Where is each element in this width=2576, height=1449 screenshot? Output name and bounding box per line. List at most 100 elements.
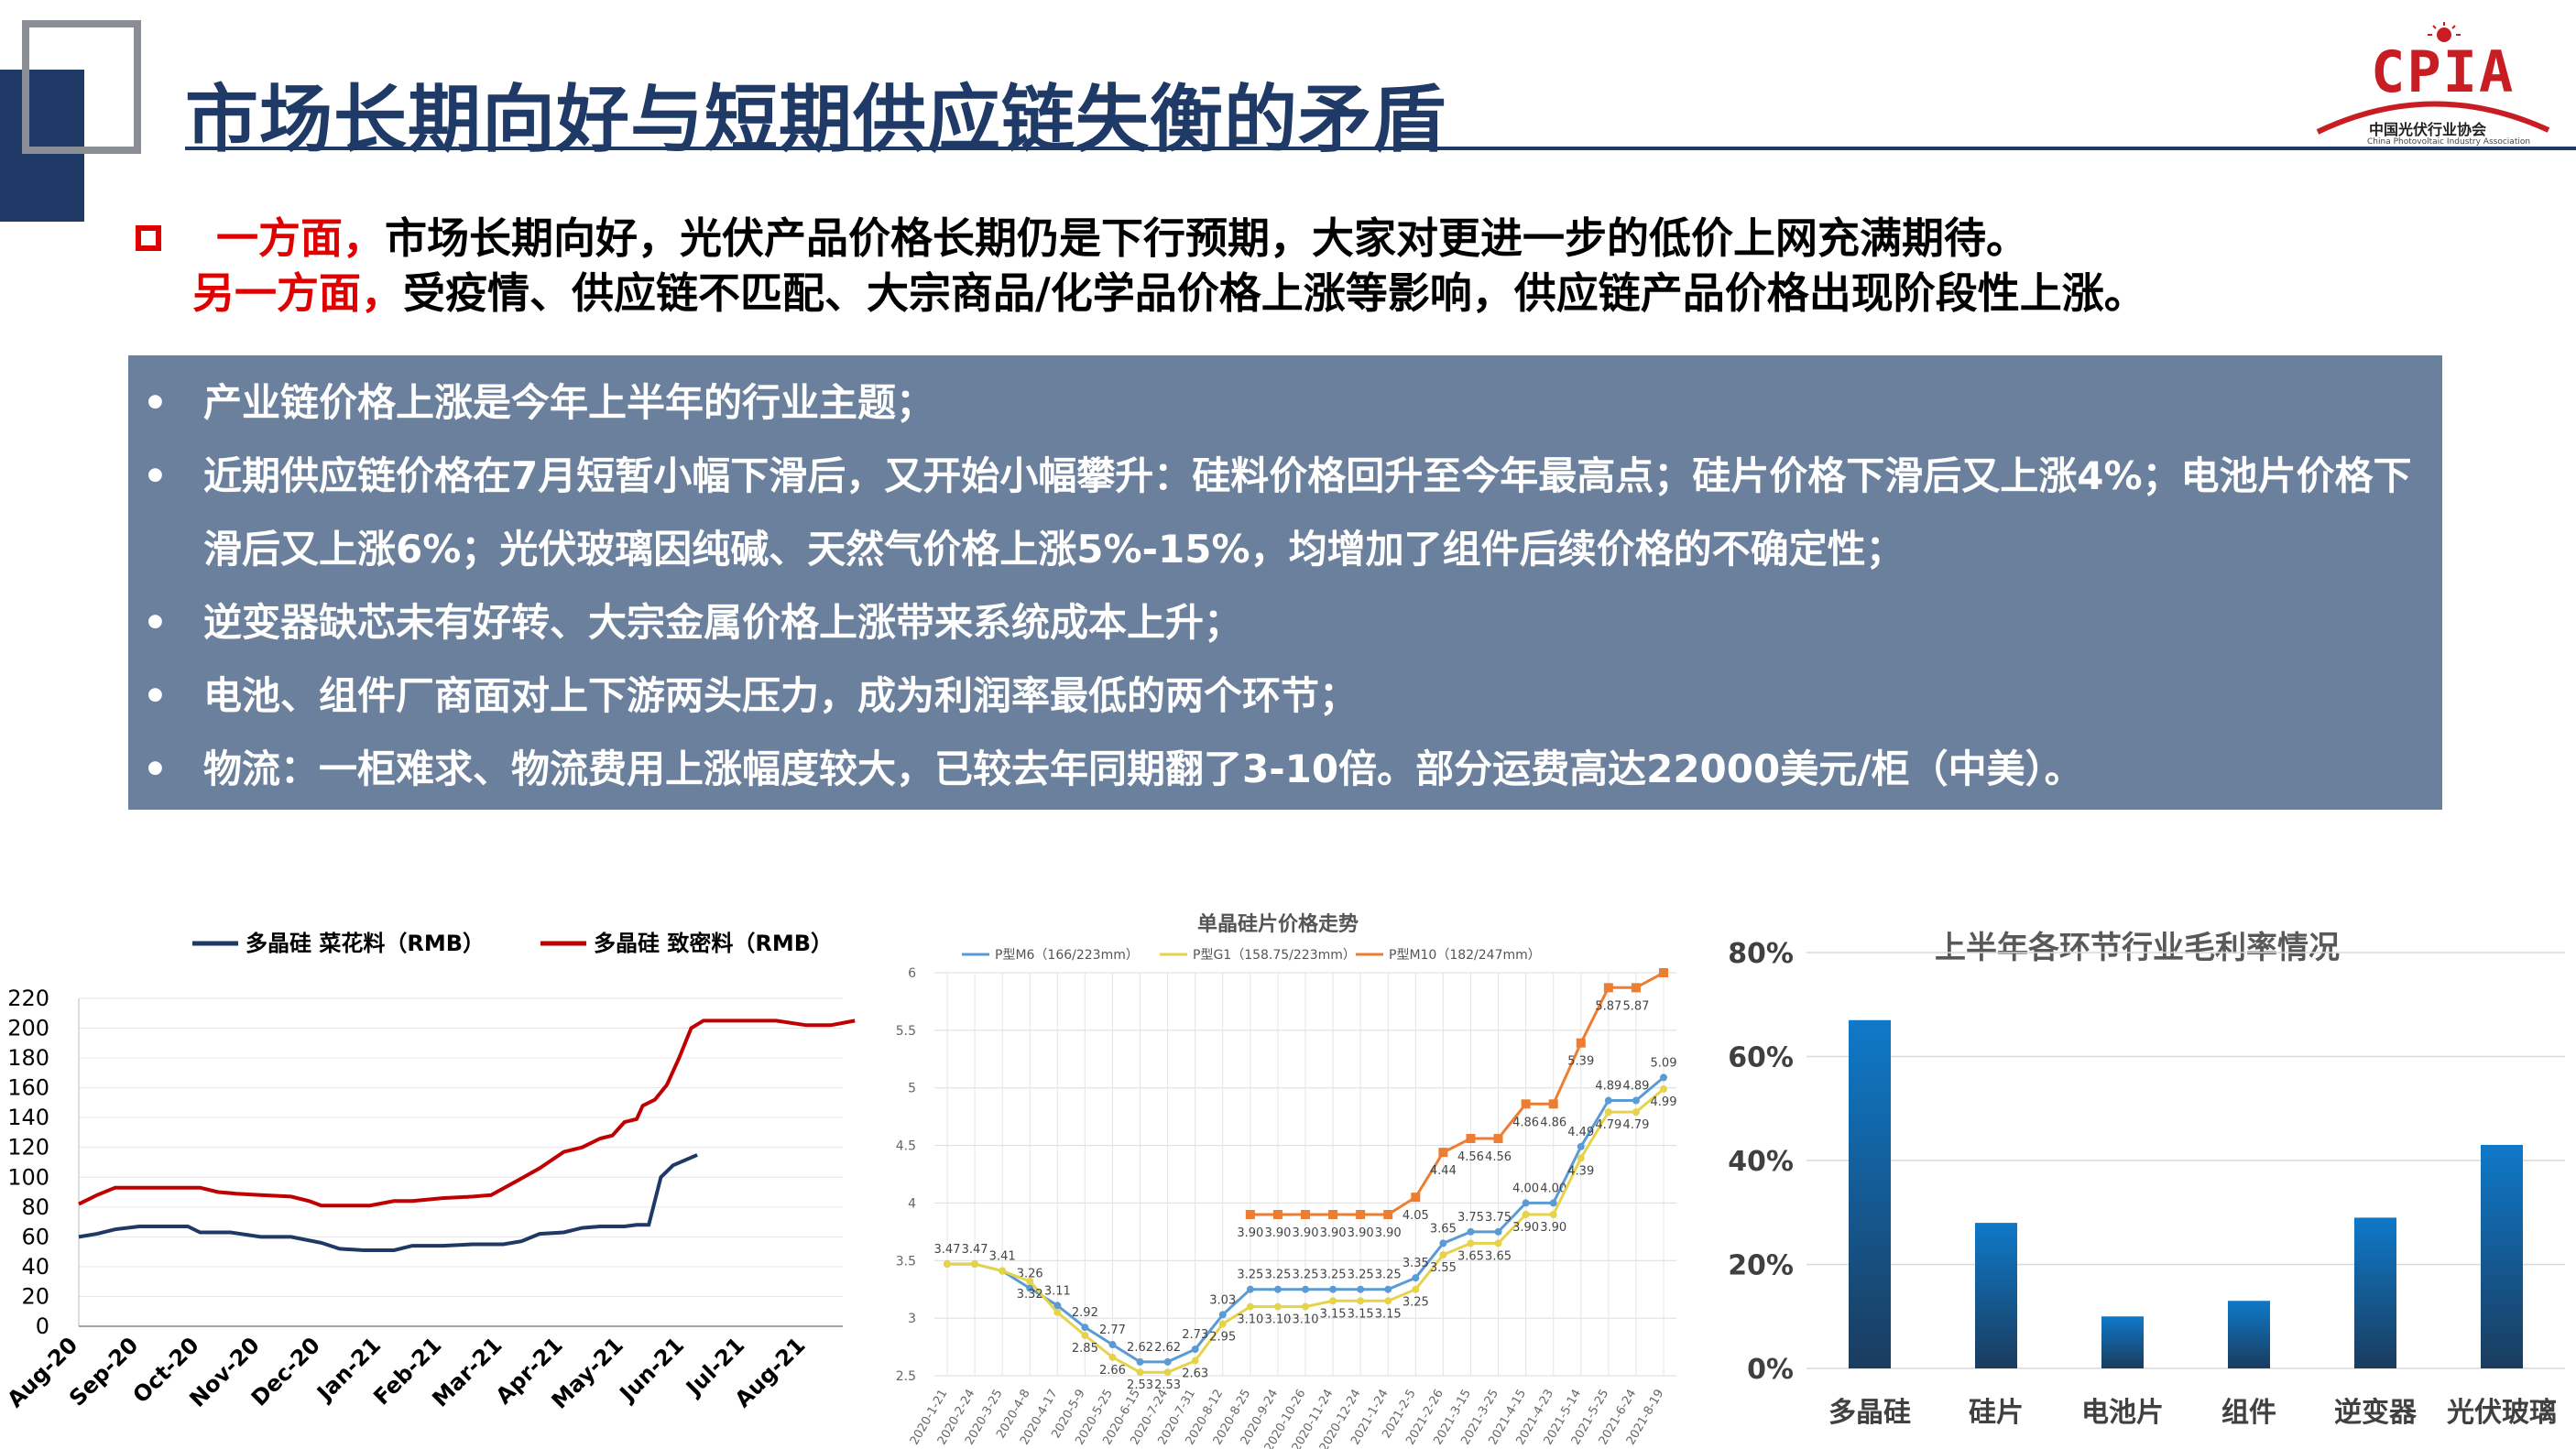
y-tick-label: 4 bbox=[908, 1196, 916, 1211]
data-point bbox=[1302, 1285, 1309, 1293]
slide-title: 市场长期向好与短期供应链失衡的矛盾 bbox=[185, 77, 1446, 162]
bullet-list: • 产业链价格上涨是今年上半年的行业主题； • 近期供应链价格在7月短暂小幅下滑后，… bbox=[128, 355, 2442, 806]
data-point bbox=[1026, 1277, 1034, 1285]
data-point bbox=[1191, 1346, 1199, 1354]
y-tick-label: 60 bbox=[21, 1224, 49, 1249]
cpia-logo bbox=[2316, 22, 2550, 135]
data-point bbox=[1329, 1297, 1337, 1305]
data-point bbox=[1549, 1199, 1557, 1207]
data-label: 3.15 bbox=[1320, 1307, 1347, 1321]
polysilicon-price-chart: 020406080100120140160180200220Aug-20Sep-… bbox=[2, 931, 856, 1414]
data-label: 4.44 bbox=[1430, 1164, 1457, 1178]
data-point bbox=[1522, 1199, 1530, 1207]
data-label: 3.90 bbox=[1540, 1221, 1566, 1235]
bullet-dot-icon: • bbox=[143, 380, 168, 425]
data-point bbox=[1218, 1311, 1227, 1319]
data-label: 3.03 bbox=[1209, 1293, 1236, 1307]
data-point-square bbox=[1438, 1148, 1448, 1158]
y-tick-label: 4.5 bbox=[896, 1139, 916, 1154]
y-tick-label: 60% bbox=[1728, 1042, 1794, 1074]
data-point bbox=[1136, 1368, 1144, 1377]
data-label: 3.25 bbox=[1403, 1296, 1429, 1310]
data-label: 3.25 bbox=[1293, 1269, 1319, 1282]
x-tick-label: 多晶硅 bbox=[1828, 1397, 1911, 1429]
data-label: 4.00 bbox=[1512, 1182, 1539, 1195]
data-label: 3.25 bbox=[1237, 1269, 1263, 1282]
data-point bbox=[971, 1260, 979, 1269]
data-label: 4.49 bbox=[1567, 1126, 1594, 1139]
data-point bbox=[1577, 1142, 1585, 1150]
data-point bbox=[1660, 1084, 1667, 1093]
data-label: 3.10 bbox=[1264, 1313, 1291, 1327]
data-point-square bbox=[1272, 1210, 1283, 1219]
y-tick-label: 140 bbox=[7, 1105, 49, 1130]
intro-block: 一方面，市场长期向好，光伏产品价格长期仍是下行预期，大家对更进一步的低价上网充满… bbox=[136, 211, 2146, 321]
data-label: 3.15 bbox=[1375, 1307, 1402, 1321]
y-tick-label: 0% bbox=[1747, 1354, 1794, 1386]
data-point bbox=[1273, 1302, 1282, 1311]
data-point bbox=[1246, 1285, 1254, 1293]
data-label: 3.65 bbox=[1457, 1249, 1484, 1263]
y-tick-label: 20 bbox=[21, 1283, 49, 1309]
data-label: 3.10 bbox=[1237, 1313, 1263, 1327]
data-point-square bbox=[1576, 1038, 1586, 1048]
bullet-dot-icon: • bbox=[143, 600, 168, 645]
y-tick-label: 180 bbox=[7, 1045, 49, 1071]
y-tick-label: 40 bbox=[21, 1254, 49, 1280]
data-point-square bbox=[1411, 1193, 1421, 1203]
data-label: 3.65 bbox=[1485, 1249, 1512, 1263]
logo-cn-name: 中国光伏行业协会 bbox=[2369, 121, 2487, 138]
y-tick-label: 2.5 bbox=[896, 1369, 916, 1384]
data-point-square bbox=[1466, 1134, 1476, 1144]
data-label: 4.89 bbox=[1622, 1080, 1649, 1094]
data-label: 3.11 bbox=[1044, 1284, 1071, 1298]
data-label: 4.89 bbox=[1595, 1080, 1621, 1094]
data-point-square bbox=[1603, 983, 1613, 993]
y-tick-label: 80 bbox=[21, 1194, 49, 1220]
bullet-dot-icon: • bbox=[143, 673, 168, 718]
data-label: 2.66 bbox=[1099, 1364, 1126, 1378]
data-point bbox=[1246, 1302, 1254, 1311]
data-point bbox=[1577, 1154, 1585, 1162]
data-point bbox=[1660, 1073, 1667, 1082]
data-point bbox=[1273, 1285, 1282, 1293]
data-label: 3.55 bbox=[1430, 1261, 1457, 1275]
corner-frame-square bbox=[22, 20, 141, 154]
bullet-item: • 物流：一柜难求、物流费用上涨幅度较大，已较去年同期翻了3-10倍。部分运费高达… bbox=[128, 733, 2442, 806]
data-point bbox=[1026, 1284, 1034, 1292]
data-label: 4.86 bbox=[1540, 1116, 1566, 1129]
data-label: 2.53 bbox=[1127, 1378, 1153, 1392]
data-label: 3.25 bbox=[1348, 1269, 1374, 1282]
data-label: 3.15 bbox=[1348, 1307, 1374, 1321]
data-label: 3.90 bbox=[1293, 1226, 1319, 1240]
bar bbox=[1975, 1223, 2017, 1368]
data-label: 4.56 bbox=[1457, 1150, 1484, 1164]
y-tick-label: 5 bbox=[908, 1082, 916, 1096]
bullet-item: • 电池、组件厂商面对上下游两头压力，成为利润率最低的两个环节； bbox=[128, 659, 2442, 733]
data-label: 2.77 bbox=[1099, 1324, 1126, 1337]
x-tick-label: 逆变器 bbox=[2334, 1397, 2418, 1429]
logo-swoosh bbox=[2316, 101, 2550, 135]
data-point bbox=[1163, 1357, 1172, 1366]
data-point bbox=[944, 1260, 951, 1269]
data-label: 2.85 bbox=[1072, 1342, 1098, 1356]
y-tick-label: 100 bbox=[7, 1164, 49, 1190]
x-tick-label: 组件 bbox=[2221, 1397, 2276, 1429]
data-point bbox=[1467, 1239, 1475, 1247]
data-label: 3.32 bbox=[1017, 1288, 1043, 1302]
intro-line-1: 一方面，市场长期向好，光伏产品价格长期仍是下行预期，大家对更进一步的低价上网充满… bbox=[136, 211, 2146, 266]
data-label: 4.00 bbox=[1540, 1182, 1566, 1195]
data-label: 3.25 bbox=[1320, 1269, 1347, 1282]
data-point bbox=[1108, 1353, 1117, 1361]
data-point-square bbox=[1548, 1099, 1558, 1109]
data-point bbox=[1604, 1096, 1612, 1105]
data-point bbox=[1302, 1302, 1309, 1311]
intro-line1-text: 市场长期向好，光伏产品价格长期仍是下行预期，大家对更进一步的低价上网充满期待。 bbox=[385, 213, 2028, 263]
series-line bbox=[78, 1153, 698, 1252]
data-point bbox=[1357, 1297, 1365, 1305]
bullet-dot-icon: • bbox=[143, 746, 168, 791]
data-point-square bbox=[1521, 1099, 1531, 1109]
y-tick-label: 160 bbox=[7, 1075, 49, 1101]
data-label: 2.95 bbox=[1209, 1330, 1236, 1344]
data-point-square bbox=[1245, 1210, 1255, 1219]
